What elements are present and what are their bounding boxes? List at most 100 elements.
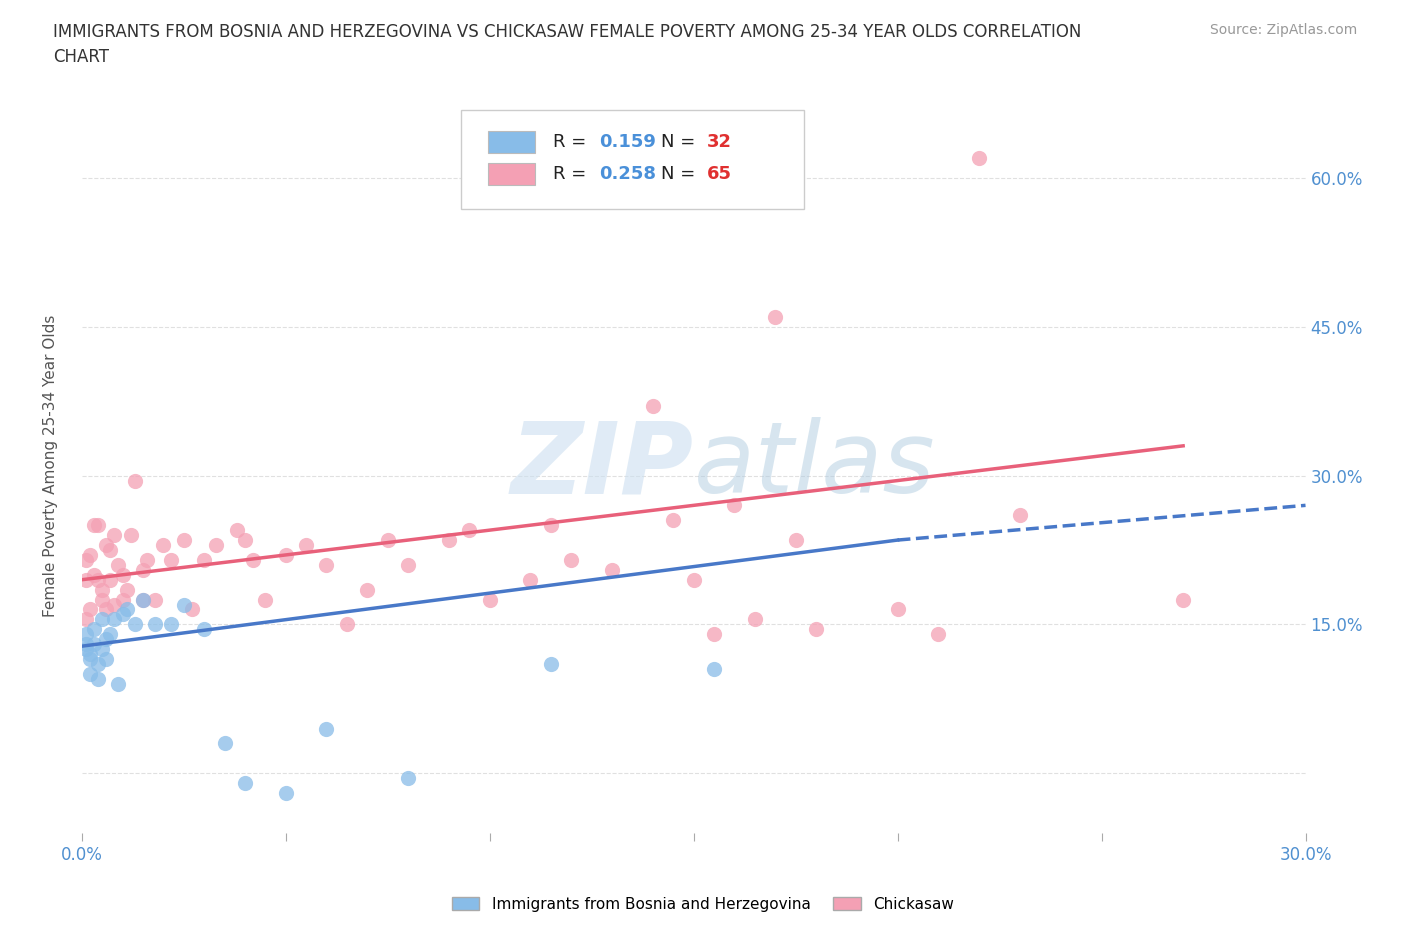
Point <box>152 538 174 552</box>
Point <box>98 627 121 642</box>
Point <box>160 552 183 567</box>
Point <box>886 602 908 617</box>
Y-axis label: Female Poverty Among 25-34 Year Olds: Female Poverty Among 25-34 Year Olds <box>44 314 58 617</box>
Text: N =: N = <box>661 133 700 151</box>
Point <box>458 523 481 538</box>
Point <box>173 597 195 612</box>
Point <box>396 771 419 786</box>
Point <box>136 552 159 567</box>
Point <box>75 572 97 587</box>
Point <box>295 538 318 552</box>
Text: 0.159: 0.159 <box>599 133 657 151</box>
Point <box>79 548 101 563</box>
Point <box>478 592 501 607</box>
Point <box>242 552 264 567</box>
Point <box>437 533 460 548</box>
Point <box>115 602 138 617</box>
Point <box>91 612 114 627</box>
Point <box>75 627 97 642</box>
Point <box>785 533 807 548</box>
Point <box>600 563 623 578</box>
Point <box>75 637 97 652</box>
Point <box>96 631 118 646</box>
Point <box>115 582 138 597</box>
Point <box>79 646 101 661</box>
Point <box>274 548 297 563</box>
Point <box>124 473 146 488</box>
FancyBboxPatch shape <box>488 131 534 153</box>
Point <box>75 612 97 627</box>
Point <box>79 652 101 667</box>
Text: ZIP: ZIP <box>510 418 693 514</box>
Point <box>98 572 121 587</box>
Point <box>132 563 155 578</box>
Text: IMMIGRANTS FROM BOSNIA AND HERZEGOVINA VS CHICKASAW FEMALE POVERTY AMONG 25-34 Y: IMMIGRANTS FROM BOSNIA AND HERZEGOVINA V… <box>53 23 1081 66</box>
Point <box>132 592 155 607</box>
Point <box>107 676 129 691</box>
Point <box>540 518 562 533</box>
Point <box>225 523 247 538</box>
Point <box>111 592 134 607</box>
Point <box>214 736 236 751</box>
FancyBboxPatch shape <box>461 110 804 209</box>
Point <box>180 602 202 617</box>
Point <box>87 657 110 671</box>
Point <box>96 538 118 552</box>
Point <box>173 533 195 548</box>
Point <box>79 667 101 682</box>
Point <box>143 592 166 607</box>
Text: R =: R = <box>553 133 592 151</box>
Point <box>75 552 97 567</box>
Point <box>91 592 114 607</box>
Point <box>703 627 725 642</box>
Point <box>91 642 114 657</box>
Point <box>75 642 97 657</box>
Point <box>744 612 766 627</box>
Point <box>233 776 256 790</box>
Point <box>396 557 419 572</box>
Text: Source: ZipAtlas.com: Source: ZipAtlas.com <box>1209 23 1357 37</box>
Point <box>336 617 359 631</box>
Point <box>193 622 215 637</box>
Point <box>83 637 105 652</box>
Text: 32: 32 <box>707 133 733 151</box>
Point <box>98 542 121 557</box>
Point <box>83 518 105 533</box>
FancyBboxPatch shape <box>488 164 534 185</box>
Point <box>103 527 125 542</box>
Point <box>96 652 118 667</box>
Point <box>703 661 725 676</box>
Legend: Immigrants from Bosnia and Herzegovina, Chickasaw: Immigrants from Bosnia and Herzegovina, … <box>446 890 960 918</box>
Point <box>641 399 664 414</box>
Point <box>560 552 582 567</box>
Point <box>254 592 277 607</box>
Point <box>160 617 183 631</box>
Point <box>1008 508 1031 523</box>
Point <box>83 567 105 582</box>
Point <box>87 518 110 533</box>
Point <box>91 582 114 597</box>
Point <box>132 592 155 607</box>
Point <box>103 597 125 612</box>
Point <box>682 572 704 587</box>
Text: R =: R = <box>553 166 592 183</box>
Point <box>124 617 146 631</box>
Point <box>205 538 228 552</box>
Point <box>662 512 685 527</box>
Point <box>927 627 949 642</box>
Point <box>111 567 134 582</box>
Point <box>83 622 105 637</box>
Point <box>804 622 827 637</box>
Text: atlas: atlas <box>693 418 935 514</box>
Point <box>143 617 166 631</box>
Point <box>723 498 745 512</box>
Point <box>967 151 990 166</box>
Point <box>540 657 562 671</box>
Point <box>763 310 786 325</box>
Point <box>233 533 256 548</box>
Point <box>87 671 110 686</box>
Text: 0.258: 0.258 <box>599 166 657 183</box>
Point <box>103 612 125 627</box>
Point <box>1171 592 1194 607</box>
Text: N =: N = <box>661 166 700 183</box>
